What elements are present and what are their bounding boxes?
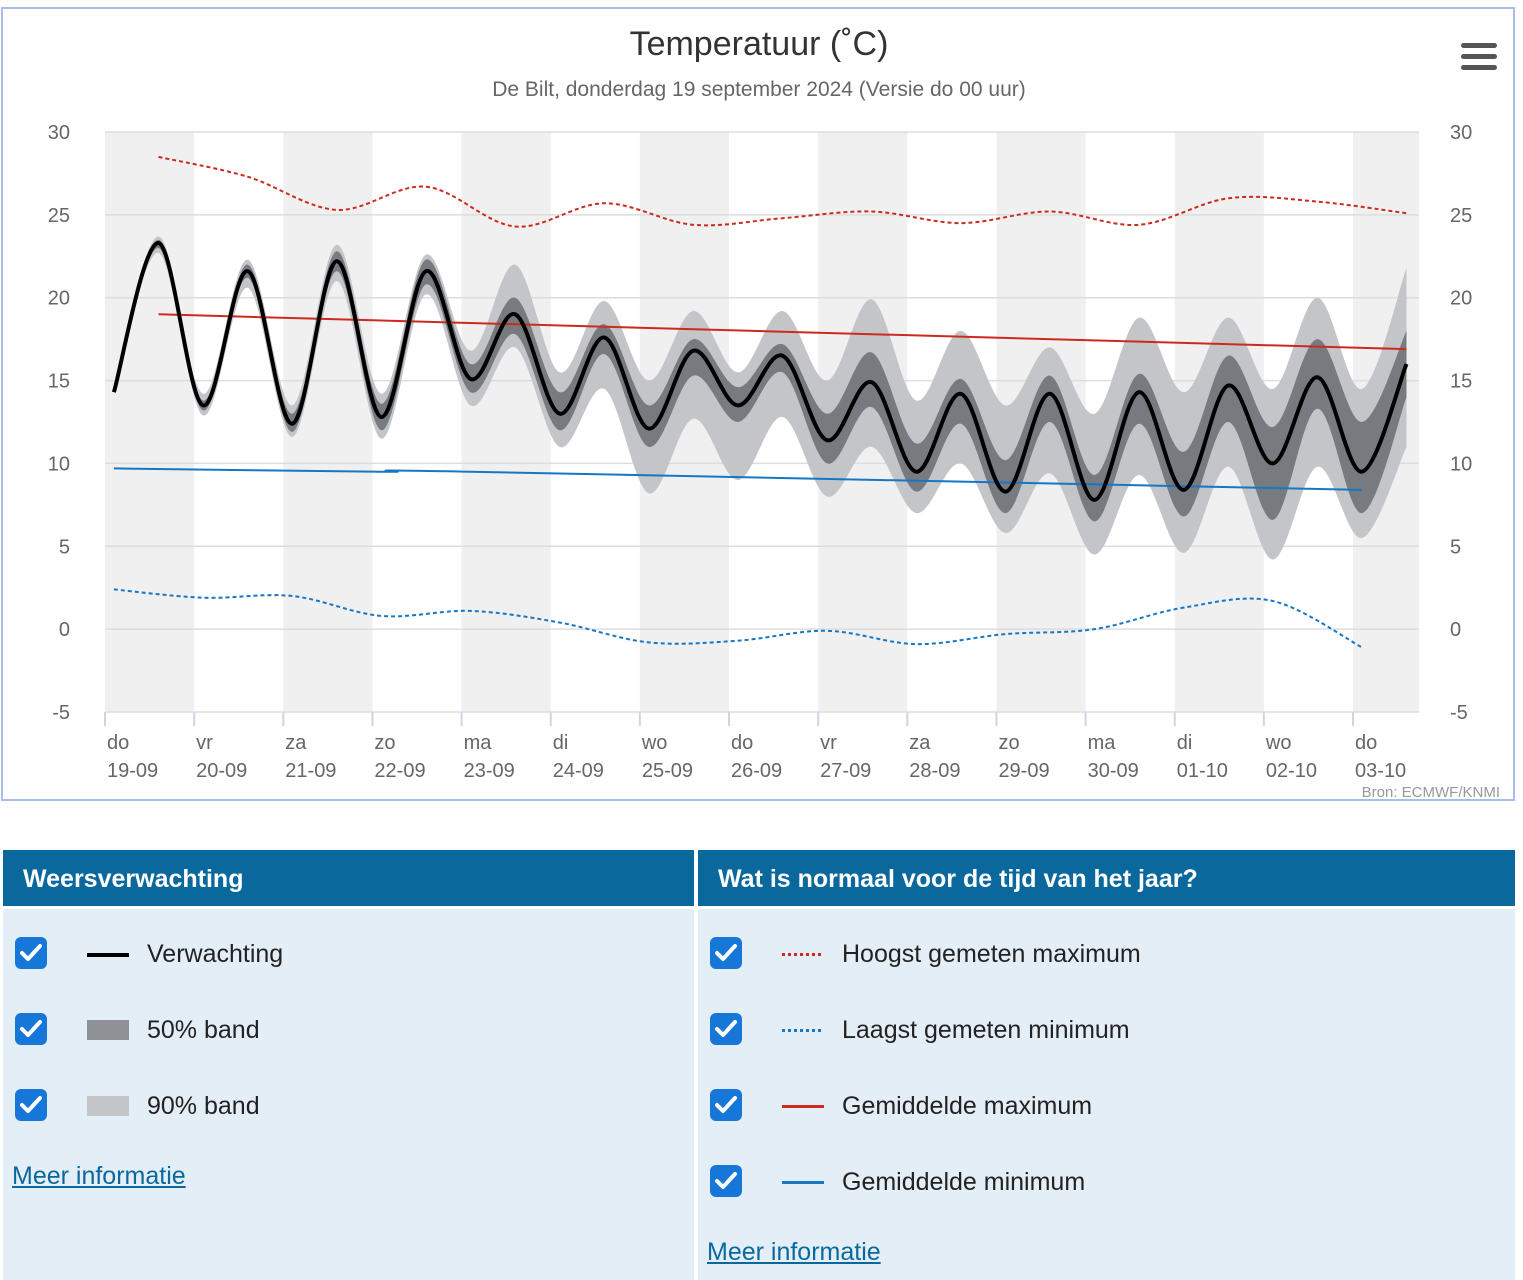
hamburger-icon[interactable] [1461,43,1497,73]
legend-normal: Wat is normaal voor de tijd van het jaar… [698,850,1515,1280]
y-tick-label-left: 10 [48,453,70,475]
x-tick-label-date: 21-09 [285,760,336,782]
x-tick-label-date: 20-09 [196,760,247,782]
x-tick-label-date: 24-09 [553,760,604,782]
x-tick-label-day: ma [464,732,493,754]
legend-item-verwachting[interactable]: Verwachting [3,934,694,974]
x-tick-label-day: do [107,732,129,754]
series-laagst-gemeten-minimum [113,588,1363,649]
x-tick-label-day: za [285,732,307,754]
x-tick-label-day: wo [1265,732,1292,754]
y-tick-label-left: 20 [48,288,70,310]
checkbox-checked-icon[interactable] [15,1013,47,1045]
legend-label: Gemiddelde maximum [842,1092,1093,1120]
x-tick-label-day: vr [820,732,837,754]
checkbox-checked-icon[interactable] [710,1013,742,1045]
legend-normal-heading: Wat is normaal voor de tijd van het jaar… [698,850,1515,909]
y-tick-label-left: 5 [59,536,70,558]
legend-forecast: Weersverwachting Verwachting 50% band 90… [3,850,694,1280]
dark-grey-band-icon [87,1020,129,1040]
dotted-red-line-icon [782,953,824,956]
x-tick-label-day: do [731,732,753,754]
x-tick-label-day: wo [641,732,668,754]
chart-subtitle: De Bilt, donderdag 19 september 2024 (Ve… [492,78,1026,101]
legend-label: Gemiddelde minimum [842,1168,1086,1196]
x-tick-label-date: 02-10 [1266,760,1317,782]
y-tick-label-right: 20 [1450,288,1472,310]
series-verwachting [111,241,1409,502]
dotted-blue-line-icon [782,1029,824,1032]
series-gemiddelde-minimum [113,467,1362,491]
chart-source: Bron: ECMWF/KNMI [1362,784,1500,801]
legend-item-avg-min[interactable]: Gemiddelde minimum [698,1162,1515,1202]
y-tick-label-right: 30 [1450,122,1472,144]
y-tick-label-left: 30 [48,122,70,144]
legend-item-avg-max[interactable]: Gemiddelde maximum [698,1086,1515,1126]
legend-label: Laagst gemeten minimum [842,1016,1130,1044]
checkbox-checked-icon[interactable] [710,1165,742,1197]
x-tick-label-day: vr [196,732,213,754]
light-grey-band-icon [87,1096,129,1116]
x-tick-label-date: 26-09 [731,760,782,782]
solid-black-line-icon [87,953,129,957]
x-tick-label-date: 28-09 [909,760,960,782]
checkbox-checked-icon[interactable] [15,937,47,969]
checkbox-checked-icon[interactable] [15,1089,47,1121]
y-tick-label-right: 5 [1450,536,1461,558]
temperature-chart-panel: 30 30 25 25 20 20 15 15 10 10 5 5 0 0 -5 -5 do 19-09 vr 20-… [1,7,1515,801]
legend-item-highest-max[interactable]: Hoogst gemeten maximum [698,934,1515,974]
x-tick-label-date: 29-09 [998,760,1049,782]
x-tick-label-day: ma [1088,732,1117,754]
checkbox-checked-icon[interactable] [710,937,742,969]
x-tick-label-day: do [1355,732,1377,754]
y-tick-label-left: 15 [48,371,70,393]
solid-blue-line-icon [782,1181,824,1184]
x-tick-label-date: 30-09 [1088,760,1139,782]
x-tick-label-date: 22-09 [374,760,425,782]
x-tick-label-date: 25-09 [642,760,693,782]
more-info-link[interactable]: Meer informatie [12,1162,186,1190]
x-tick-label-day: di [1177,732,1193,754]
chart-title: Temperatuur (˚C) [630,25,889,63]
legend-label: 90% band [147,1092,260,1120]
y-tick-label-left: 0 [59,619,70,641]
x-tick-label-day: di [553,732,569,754]
y-tick-label-right: 10 [1450,453,1472,475]
y-tick-label-right: 0 [1450,619,1461,641]
more-info-link[interactable]: Meer informatie [707,1238,881,1266]
y-tick-label-right: 25 [1450,205,1472,227]
legend-forecast-heading: Weersverwachting [3,850,694,909]
temperature-chart: 30 30 25 25 20 20 15 15 10 10 5 5 0 0 -5 -5 do 19-09 vr 20-… [48,25,1500,801]
x-tick-label-date: 27-09 [820,760,871,782]
y-tick-label-left: -5 [52,702,70,724]
x-tick-label-date: 03-10 [1355,760,1406,782]
day-stripe [105,132,195,712]
x-tick-label-date: 19-09 [107,760,158,782]
x-tick-label-day: za [909,732,931,754]
day-stripe [461,132,551,712]
y-tick-label-right: -5 [1450,702,1468,724]
series-gemiddelde-maximum [158,313,1407,351]
legend-item-90-band[interactable]: 90% band [3,1086,694,1126]
x-tick-label-date: 01-10 [1177,760,1228,782]
x-tick-label-date: 23-09 [464,760,515,782]
legend-label: Hoogst gemeten maximum [842,940,1141,968]
x-tick-label-day: zo [374,732,395,754]
y-tick-label-right: 15 [1450,371,1472,393]
solid-red-line-icon [782,1105,824,1108]
y-tick-label-left: 25 [48,205,70,227]
legend-label: 50% band [147,1016,260,1044]
legend-item-50-band[interactable]: 50% band [3,1010,694,1050]
x-tick-label-day: zo [998,732,1019,754]
series-hoogst-gemeten-maximum [158,155,1407,228]
legend-item-lowest-min[interactable]: Laagst gemeten minimum [698,1010,1515,1050]
checkbox-checked-icon[interactable] [710,1089,742,1121]
legend-label: Verwachting [147,940,284,968]
